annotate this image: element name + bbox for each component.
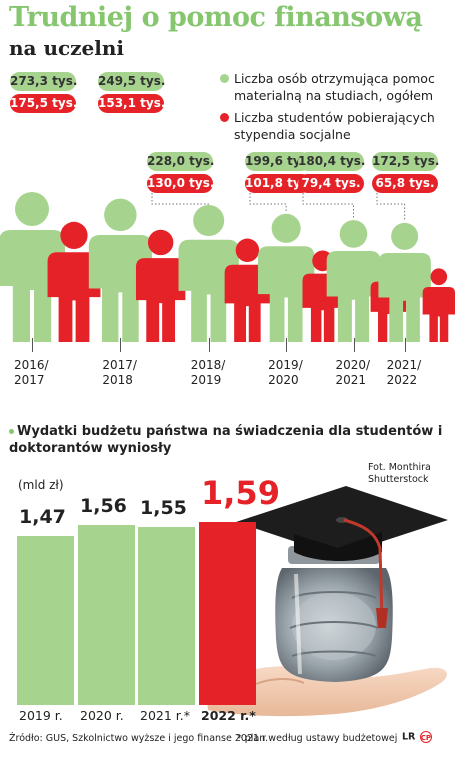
publisher-logo-badge: CP [419,731,432,743]
legend-item-green: Liczba osób otrzymująca pomoc materialną… [220,70,452,104]
section-bullet-icon [9,429,14,434]
year-stem [32,338,33,352]
spending-year-label: 2022 r.* [201,708,256,723]
year-label-line: 2022 [386,373,418,387]
page-title: Trudniej o pomoc finansową [9,2,423,33]
photo-credit: Fot. Monthira Shutterstock [368,462,431,486]
spending-value-label: 1,56 [80,495,127,518]
label-connector [302,193,354,219]
legend-red-swatch [220,113,229,122]
spending-year-label: 2020 r. [80,708,124,723]
legend: Liczba osób otrzymująca pomoc materialną… [220,70,452,148]
green-value-label: 273,3 tys. [10,72,77,91]
spending-value-label: 1,55 [140,496,187,519]
spending-chart-title: Wydatki budżetu państwa na świadczenia d… [9,423,455,457]
figure-green-2 [178,204,239,342]
year-label: 2016/2017 [14,358,49,388]
year-stem [353,338,355,352]
label-connector [151,193,210,205]
spending-bar [17,535,74,705]
year-label-line: 2021/ [386,358,422,372]
legend-green-swatch [220,74,229,83]
figure-green-1 [88,198,152,342]
red-value-label: 175,5 tys. [10,94,77,113]
red-value-label: 130,0 tys. [147,174,214,193]
legend-item-red: Liczba studentów pobierających stypendia… [220,109,452,143]
red-value-label: 79,4 tys. [298,174,364,193]
source-note: Źródło: GUS, Szkolnictwo wyższe i jego f… [9,733,269,744]
figure-green-5 [378,222,431,342]
label-connector [376,193,406,221]
red-value-label: 65,8 tys. [372,174,438,193]
red-value-label: 153,1 tys. [98,94,165,113]
green-value-label: 199,6 tys. [245,152,312,171]
year-label: 2021/2022 [387,358,422,388]
year-label-line: 2021 [335,373,367,387]
page-subtitle: na uczelni [9,36,124,60]
year-label-line: 2020 [268,373,299,387]
spending-year-label: 2021 r.* [140,708,190,723]
green-value-label: 172,5 tys. [372,152,439,171]
people-figures [0,192,455,342]
year-label-line: 2019 [190,373,222,387]
spending-unit: (mld zł) [18,478,64,492]
green-value-label: 180,4 tys. [298,152,365,171]
year-label: 2019/2020 [268,358,303,388]
publisher-logo-text: LR [402,731,416,743]
year-label-line: 2016/ [14,358,49,372]
legend-green-label: Liczba osób otrzymująca pomoc materialną… [234,71,435,103]
year-label-line: 2017 [14,373,45,387]
footnote: * plan według ustawy budżetowej [237,733,398,744]
photo-credit-line-2: Shutterstock [368,474,429,485]
spending-year-label: 2019 r. [19,708,63,723]
figure-red-0 [47,221,101,342]
spending-bar [138,526,195,705]
year-label-line: 2017/ [102,358,137,372]
spending-chart-title-text: Wydatki budżetu państwa na świadczenia d… [9,424,443,456]
year-label-line: 2019/ [268,358,303,372]
legend-red-label: Liczba studentów pobierających stypendia… [234,110,435,142]
year-label-line: 2020/ [335,358,371,372]
year-label-line: 2018 [102,373,133,387]
year-stem [120,338,122,352]
spending-value-label: 1,59 [201,473,280,512]
label-connector [249,193,287,212]
figure-green-4 [326,220,381,342]
graduation-jar-illustration [206,486,448,717]
year-label: 2017/2018 [102,358,137,388]
photo-credit-line-1: Fot. Monthira [368,462,431,473]
year-stem [286,338,288,352]
figure-red-5 [422,268,455,342]
publisher-logo: LR CP [402,731,432,743]
year-stem [404,338,406,352]
figure-red-1 [135,229,186,342]
spending-bar [199,521,256,705]
year-label-line: 2018/ [190,358,226,372]
green-value-label: 228,0 tys. [147,152,214,171]
year-stem [208,338,210,352]
year-label: 2018/2019 [191,358,226,388]
spending-value-label: 1,47 [19,505,66,528]
spending-bar [78,525,135,705]
red-value-label: 101,8 tys. [245,174,312,193]
figure-green-3 [257,213,315,342]
year-label: 2020/2021 [336,358,371,388]
green-value-label: 249,5 tys. [98,72,165,91]
